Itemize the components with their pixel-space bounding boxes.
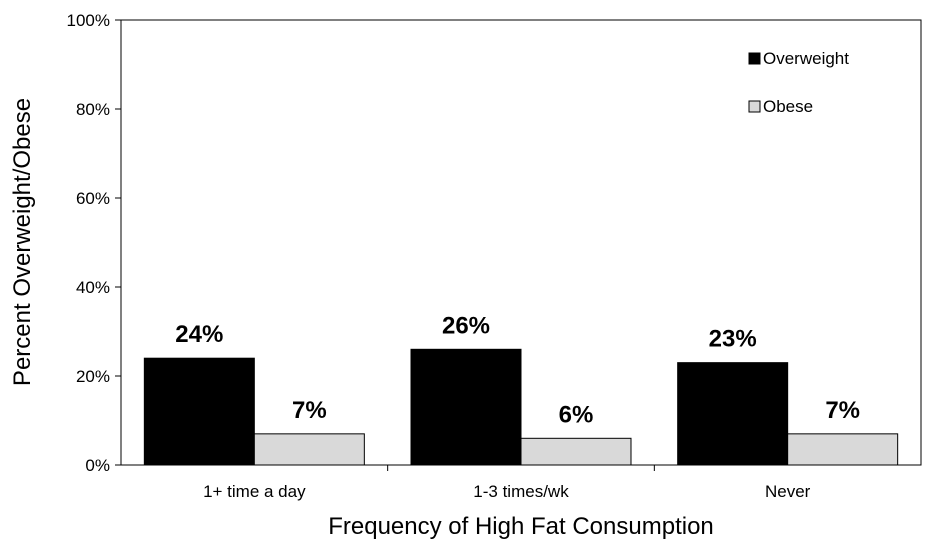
legend-swatch-overweight <box>748 52 761 65</box>
legend: Overweight Obese <box>748 49 849 116</box>
legend-swatch-obese <box>748 100 761 113</box>
y-tick-label: 40% <box>76 278 110 297</box>
data-label-obese: 7% <box>292 397 327 424</box>
bar-overweight <box>677 362 789 466</box>
y-tick-label: 0% <box>85 456 110 475</box>
y-axis-title: Percent Overweight/Obese <box>9 98 36 386</box>
y-tick-label: 20% <box>76 367 110 386</box>
y-tick-label: 100% <box>67 11 110 30</box>
x-tick-label: 1-3 times/wk <box>473 482 569 501</box>
bar-obese <box>787 433 899 466</box>
legend-label-overweight: Overweight <box>763 49 849 68</box>
x-tick-label: 1+ time a day <box>203 482 306 501</box>
data-label-overweight: 23% <box>709 326 757 353</box>
y-tick-label: 60% <box>76 189 110 208</box>
x-tick-label: Never <box>765 482 811 501</box>
data-label-overweight: 24% <box>175 321 223 348</box>
bars-group <box>143 348 899 466</box>
data-label-overweight: 26% <box>442 312 490 339</box>
bar-overweight <box>143 357 255 466</box>
bar-obese <box>520 437 632 466</box>
bar-overweight <box>410 348 522 466</box>
bar-value-labels: 24% 7% 26% 6% 23% 7% <box>175 312 860 428</box>
y-axis-ticks: 0% 20% 40% 60% 80% 100% <box>67 11 121 475</box>
data-label-obese: 6% <box>559 401 594 428</box>
data-label-obese: 7% <box>825 397 860 424</box>
legend-label-obese: Obese <box>763 97 813 116</box>
y-tick-label: 80% <box>76 100 110 119</box>
x-axis-ticks: 1+ time a day 1-3 times/wk Never <box>203 465 811 501</box>
x-axis-title: Frequency of High Fat Consumption <box>328 513 714 540</box>
bar-obese <box>253 433 365 466</box>
